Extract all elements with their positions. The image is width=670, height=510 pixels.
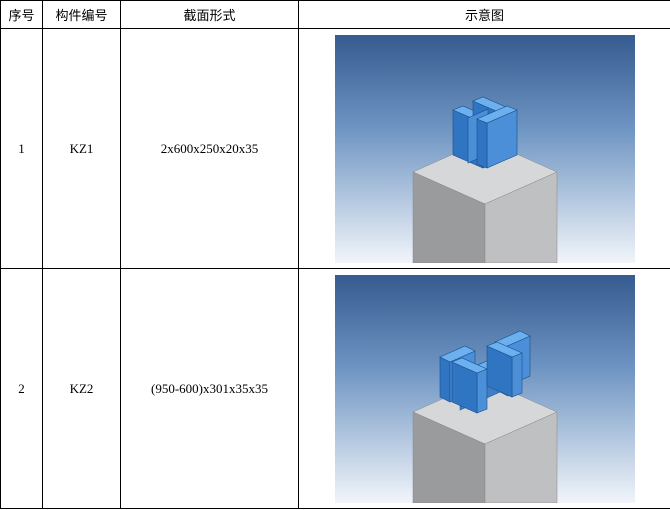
cell-component-id: KZ1 [43,29,121,269]
cell-seq: 2 [1,269,43,509]
col-diagram: 示意图 [299,1,670,29]
cell-section: 2x600x250x20x35 [121,29,299,269]
components-table: 序号 构件编号 截面形式 示意图 1 KZ1 2x600x250x20x35 [0,0,670,509]
diagram-svg [335,35,635,263]
col-seq: 序号 [1,1,43,29]
cell-seq: 1 [1,29,43,269]
table-row: 1 KZ1 2x600x250x20x35 [1,29,670,269]
diagram-svg [335,275,635,503]
diagram-cross-section [335,275,635,503]
cell-diagram [299,29,670,269]
col-section: 截面形式 [121,1,299,29]
table-row: 2 KZ2 (950-600)x301x35x35 [1,269,670,509]
col-component-id: 构件编号 [43,1,121,29]
cell-section: (950-600)x301x35x35 [121,269,299,509]
cell-component-id: KZ2 [43,269,121,509]
table-header-row: 序号 构件编号 截面形式 示意图 [1,1,670,29]
cell-diagram [299,269,670,509]
diagram-box-section [335,35,635,263]
